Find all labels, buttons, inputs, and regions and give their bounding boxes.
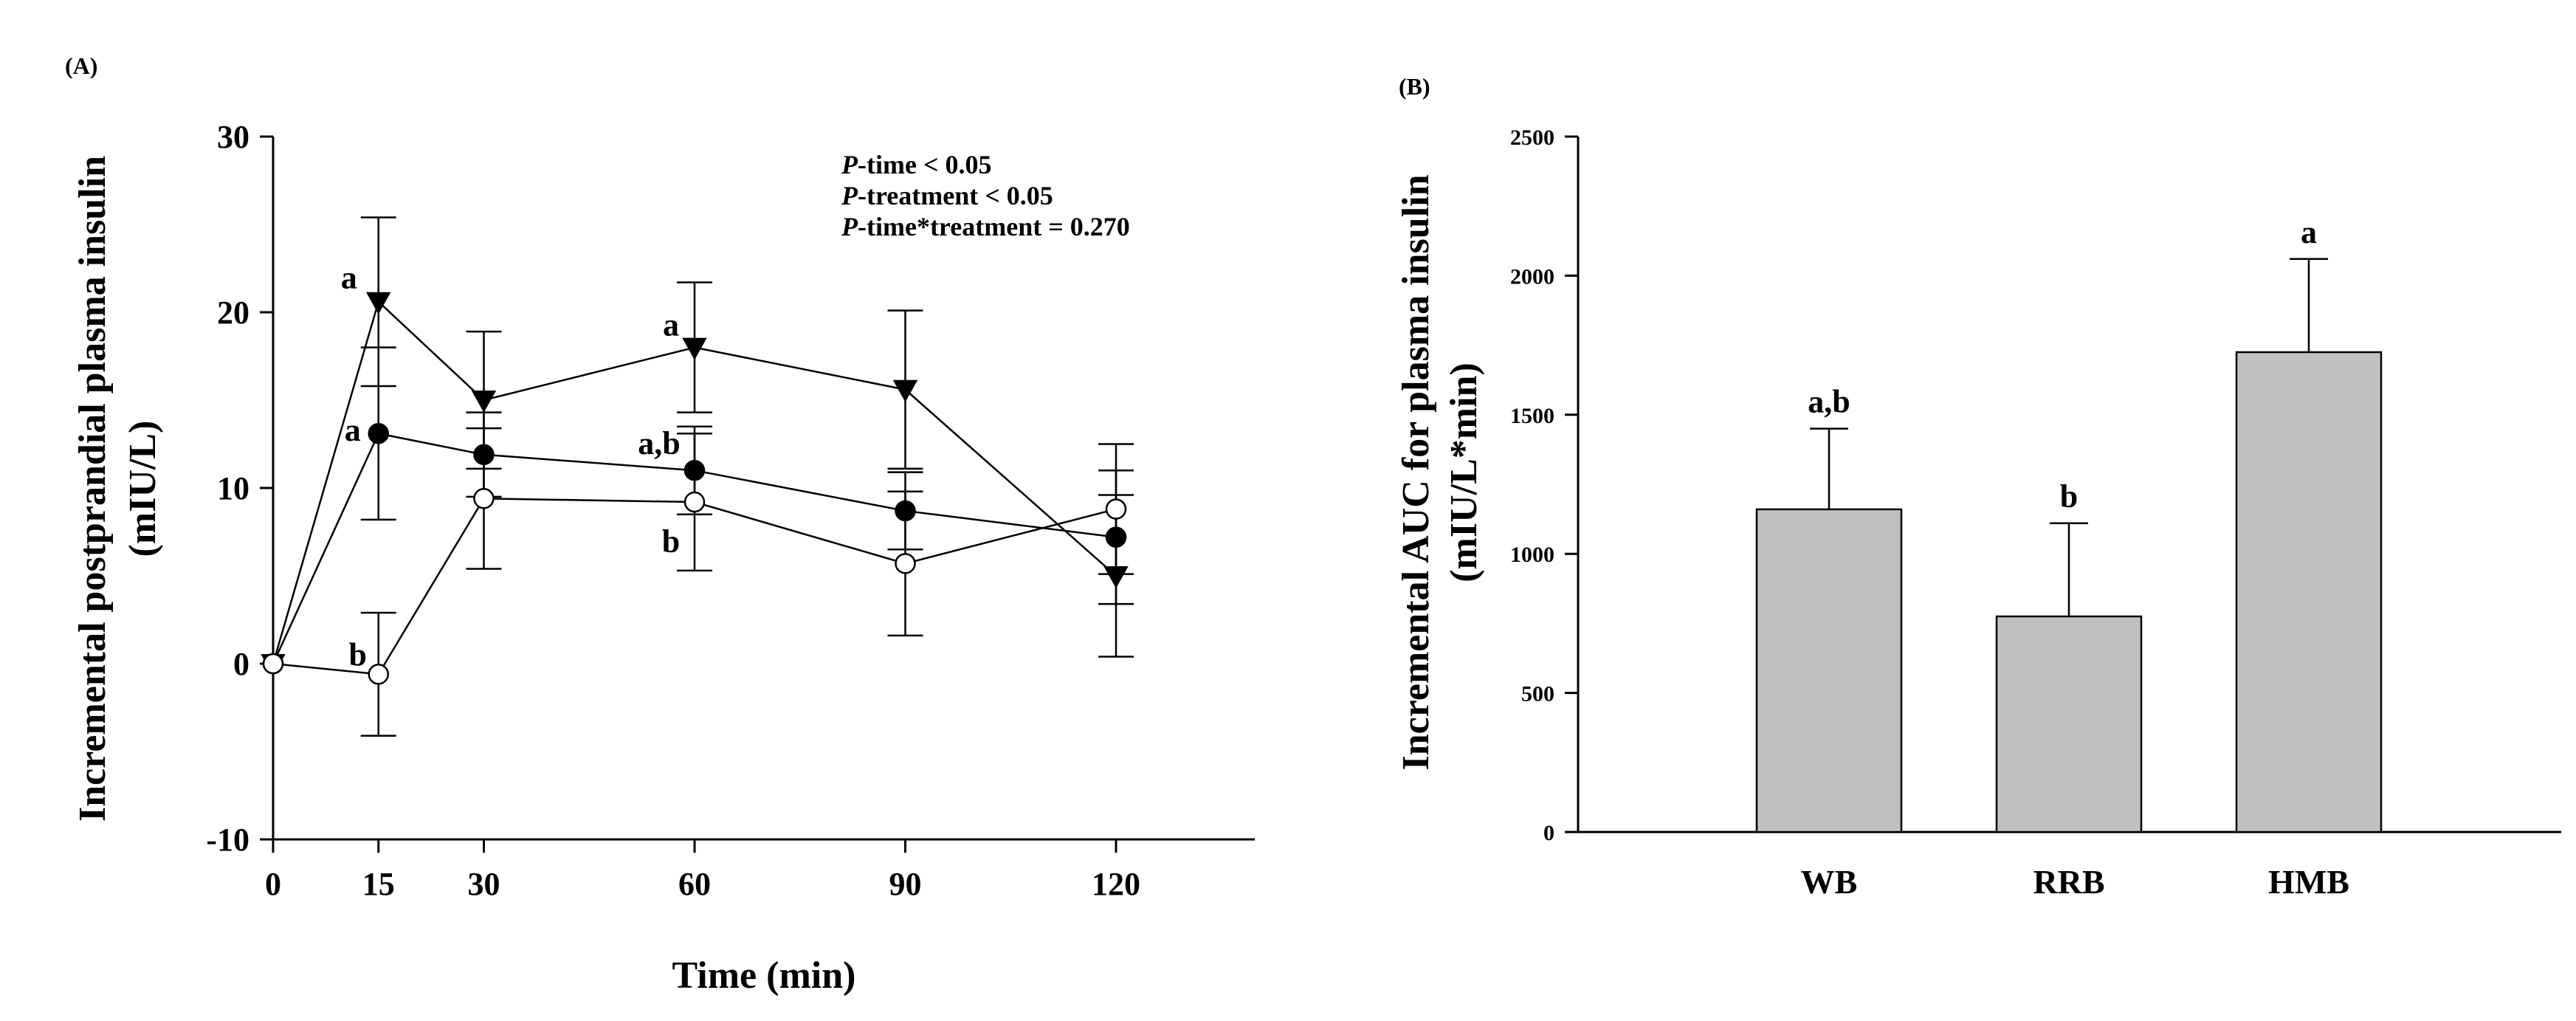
panel-a-x-tick-label: 0: [265, 866, 281, 902]
panel-a-circle-marker: [683, 491, 706, 513]
panel-a-x-tick-label: 30: [468, 866, 500, 902]
panel-a-y-tick-label: -10: [206, 822, 249, 858]
panel-a-triangle-marker: [471, 391, 497, 413]
panel-a-label: (A): [65, 52, 97, 79]
panel-a-x-tick-label: 15: [362, 866, 395, 902]
panel-a-triangle-marker: [1103, 566, 1129, 589]
panel-a-y-axis-title-line-2: (mIU/L): [122, 421, 164, 557]
panel-a-x-tick-label: 90: [889, 866, 922, 902]
panel-b-y-axis-title-line-1: Incremental AUC for plasma insulin: [1395, 174, 1437, 770]
panel-b-significance-label: a,b: [1808, 384, 1850, 420]
panel-b-y-tick-label: 1500: [1510, 404, 1554, 428]
panel-a-triangle-marker: [682, 337, 707, 360]
panel-a-y-tick-label: 30: [217, 119, 249, 155]
panel-a-circle-marker: [1105, 498, 1127, 520]
panel-b-axes: 0 500 1000 1500 2000 2500: [1510, 126, 2561, 845]
panel-b-category-label: HMB: [2268, 863, 2349, 901]
panel-b-bars: a,b WB b RRB a HMB: [1755, 214, 2383, 901]
panel-a-x-axis-title: Time (min): [672, 955, 856, 997]
panel-b-bar: [1995, 615, 2143, 833]
panel-a-series: a a b a a,b b: [261, 216, 1134, 737]
panel-b-y-tick-label: 1000: [1510, 543, 1554, 567]
panel-a-triangle-marker: [366, 292, 391, 314]
panel-a-significance-label: b: [662, 523, 680, 560]
panel-a-circle-marker: [895, 500, 916, 522]
panel-b-significance-label: a: [2301, 214, 2317, 250]
panel-b-y-tick-label: 2000: [1510, 264, 1554, 289]
panel-a-circle-marker: [473, 444, 495, 466]
panel-a-significance-label: b: [349, 636, 367, 673]
panel-a-circle-marker: [683, 459, 706, 481]
panel-b-y-tick-label: 2500: [1510, 126, 1554, 150]
panel-a-series-line: [272, 300, 1117, 664]
panel-a-significance-label: a: [663, 307, 679, 343]
panel-b-label: (B): [1399, 73, 1430, 100]
panel-a-y-axis-title-line-1: Incremental postprandial plasma insulin: [72, 156, 114, 822]
panel-a-x-tick-label: 120: [1092, 866, 1140, 902]
panel-b-y-axis-title: Incremental AUC for plasma insulin (mIU/…: [1395, 174, 1485, 770]
panel-a-statistics: P-time < 0.05P-treatment < 0.05P-time*tr…: [841, 150, 1130, 241]
panel-b-y-tick-label: 0: [1543, 821, 1554, 845]
panel-a-circle-marker: [368, 664, 389, 685]
panel-a-significance-label: a: [341, 260, 357, 296]
panel-a-circle-marker: [473, 488, 495, 509]
panel-a-y-axis-title: Incremental postprandial plasma insulin …: [72, 156, 164, 822]
panel-b-significance-label: b: [2060, 478, 2078, 515]
panel-a-circle-marker: [895, 553, 916, 574]
panel-a-circle-marker: [262, 653, 284, 675]
panel-a-series-line: [272, 498, 1117, 675]
panel-a-stat-line: P-time*treatment = 0.270: [841, 212, 1130, 241]
panel-a-line-chart: (A) -10 0 10 20 30 0 15 30 60 90 120 a a b a a,b b Time…: [65, 52, 1255, 997]
panel-b-y-tick-label: 500: [1521, 682, 1554, 707]
panel-a-triangle-marker: [892, 379, 918, 402]
panel-a-series-line: [272, 432, 1117, 664]
panel-a-y-tick-label: 20: [217, 295, 249, 331]
panel-b-bar: [2235, 351, 2383, 833]
panel-b-bar: [1755, 508, 1903, 833]
panel-a-x-tick-label: 60: [678, 866, 711, 902]
panel-a-circle-marker: [1105, 526, 1127, 548]
panel-a-stat-line: P-time < 0.05: [841, 150, 991, 179]
panel-a-significance-label: a,b: [638, 425, 680, 461]
panel-b-category-label: WB: [1801, 863, 1858, 901]
panel-b-bar-chart: (B) 0 500 1000 1500 2000 2500 a,b WB b RRB a HMB I…: [1395, 73, 2561, 901]
panel-b-category-label: RRB: [2033, 863, 2104, 901]
panel-a-significance-label: a: [345, 412, 361, 448]
panel-a-y-tick-label: 10: [217, 470, 249, 506]
panel-a-circle-marker: [368, 422, 389, 444]
panel-a-y-tick-label: 0: [233, 646, 249, 682]
panel-b-y-axis-title-line-2: (mIU/L*min): [1443, 362, 1485, 582]
panel-a-stat-line: P-treatment < 0.05: [841, 181, 1053, 210]
panel-a-axes: -10 0 10 20 30 0 15 30 60 90 120: [206, 119, 1255, 902]
